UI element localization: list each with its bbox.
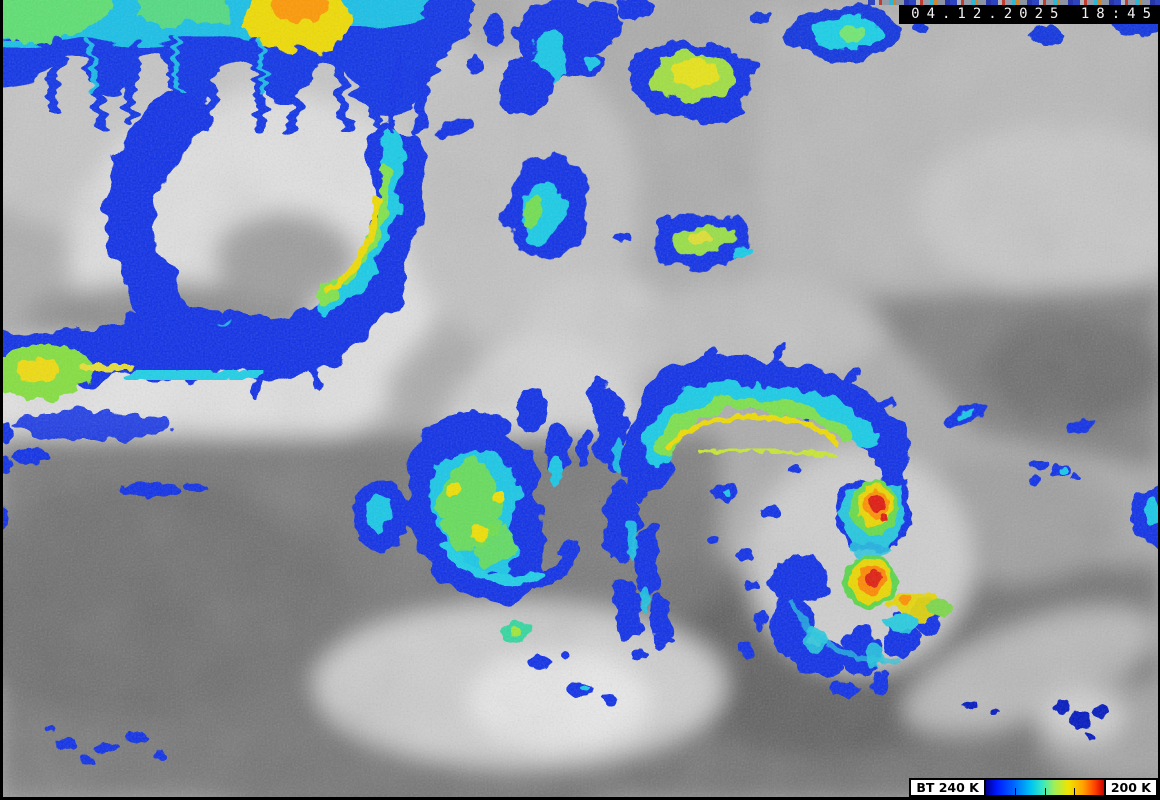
colorbar-tick [1015, 788, 1017, 795]
image-border-bottom [0, 797, 1160, 800]
colorbar-gradient [983, 780, 1106, 795]
colorbar-tick [1044, 788, 1046, 795]
colorbar-legend: BT 240 K 200 K [909, 778, 1158, 797]
colorbar-tick [1074, 788, 1076, 795]
legend-bt-min-label: BT 240 K [911, 780, 984, 795]
timestamp-overlay: 04.12.2025 18:45 [899, 5, 1160, 24]
signal-noise-strip [868, 0, 1160, 5]
legend-bt-max-label: 200 K [1105, 780, 1156, 795]
image-border-left [0, 0, 3, 800]
image-border-right [1158, 24, 1160, 800]
